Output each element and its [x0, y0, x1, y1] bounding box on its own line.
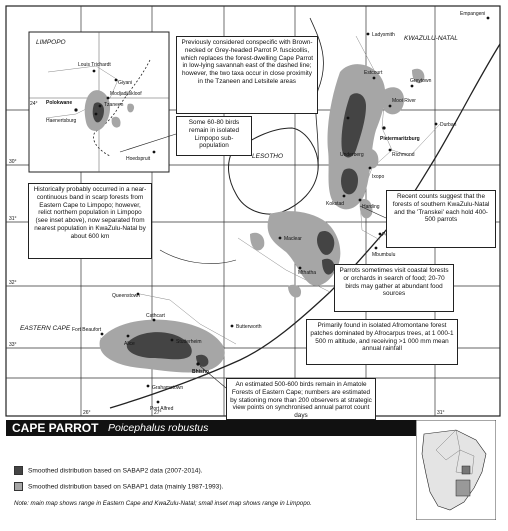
town-louis-trichardt: Louis Trichardt	[78, 62, 111, 68]
town-mooi-river: Mooi River	[392, 98, 416, 104]
town-harding: Harding	[362, 204, 380, 210]
note-limpopo-population: Some 60-80 birds remain in isolated Limp…	[176, 116, 252, 156]
town-port-alfred: Port Alfred	[150, 406, 174, 412]
town-alice: Alice	[124, 341, 135, 347]
lon-label-27: 27°	[154, 410, 162, 416]
species-scientific-name: Poicephalus robustus	[108, 422, 209, 434]
region-kwazulu-natal: KWAZULU-NATAL	[404, 35, 458, 42]
town-empangeni: Empangeni	[460, 11, 485, 17]
locator-map	[416, 420, 496, 520]
note-taxonomy: Previously considered conspecific with B…	[176, 36, 318, 114]
town-hoedspruit: Hoedspruit	[126, 156, 151, 162]
region-eastern-cape: EASTERN CAPE	[20, 325, 71, 332]
limpopo-distribution	[84, 90, 135, 131]
legend-item-sabap1: Smoothed distribution based on SABAP1 da…	[14, 482, 223, 491]
lon-label-31: 31°	[437, 410, 445, 416]
note-historic-range: Historically probably occurred in a near…	[28, 183, 152, 259]
town-ixopo: Ixopo	[372, 174, 384, 180]
town-polokwane: Polokwane	[46, 100, 72, 106]
town-markers	[74, 16, 490, 404]
town-modjadjiskloof: Modjadjiskloof	[110, 91, 142, 97]
legend-item-sabap2: Smoothed distribution based on SABAP2 da…	[14, 466, 202, 475]
note-amatole-count: An estimated 500-600 birds remain in Ama…	[226, 378, 376, 420]
coastline	[109, 43, 501, 409]
lon-label-26: 26°	[83, 410, 91, 416]
transkei-distribution	[250, 211, 341, 298]
town-underberg: Underberg	[340, 152, 364, 158]
town-grahamstown: Grahamstown	[152, 385, 183, 391]
lat-label-31: 31°	[9, 216, 17, 222]
town-cathcart: Cathcart	[146, 313, 166, 319]
lat-label-33: 33°	[9, 342, 17, 348]
town-giyani: Giyani	[118, 80, 132, 86]
region-limpopo: LIMPOPO	[36, 39, 66, 46]
legend-label-sabap2: Smoothed distribution based on SABAP2 da…	[28, 467, 203, 475]
town-bhisho: Bhisho	[192, 369, 209, 375]
town-durban: Durban	[440, 122, 457, 128]
legend-note: Note: main map shows range in Eastern Ca…	[14, 500, 312, 507]
kzn-distribution	[327, 64, 425, 219]
town-estcourt: Estcourt	[364, 70, 383, 76]
town-queenstown: Queenstown	[112, 293, 140, 299]
sabap1-swatch	[14, 482, 23, 491]
town-kokstad: Kokstad	[326, 201, 344, 207]
note-habitat: Primarily found in isolated Afromontane …	[306, 319, 458, 365]
legend-label-sabap1: Smoothed distribution based on SABAP1 da…	[28, 483, 224, 491]
town-tzaneen: Tzaneen	[104, 102, 124, 108]
region-lesotho: LESOTHO	[252, 153, 283, 160]
town-richmond: Richmond	[392, 152, 415, 158]
lat-label-32: 32°	[9, 280, 17, 286]
sabap2-swatch	[14, 466, 23, 475]
title-bar: CAPE PARROT Poicephalus robustus	[6, 420, 421, 436]
town-stutterheim: Stutterheim	[176, 339, 202, 345]
lat-label-24: 24°	[30, 101, 38, 107]
town-ladysmith: Ladysmith	[372, 32, 395, 38]
town-mbumbulu: Mbumbulu	[372, 252, 396, 258]
legend: CAPE PARROT Poicephalus robustus Smoothe…	[6, 420, 496, 524]
town-mthatha: Mthatha	[298, 270, 316, 276]
town-butterworth: Butterworth	[236, 324, 262, 330]
town-greytown: Greytown	[410, 78, 432, 84]
town-pietermaritzburg: Pietermaritzburg	[380, 136, 420, 142]
town-haenertsburg: Haenertsburg	[46, 118, 77, 124]
town-fort-beaufort: Fort Beaufort	[72, 327, 102, 333]
lat-label-30: 30°	[9, 159, 17, 165]
note-coastal-visits: Parrots sometimes visit coastal forests …	[334, 264, 454, 312]
town-maclear: Maclear	[284, 236, 302, 242]
note-recent-counts: Recent counts suggest that the forests o…	[386, 190, 496, 248]
species-title: CAPE PARROT	[12, 421, 99, 435]
